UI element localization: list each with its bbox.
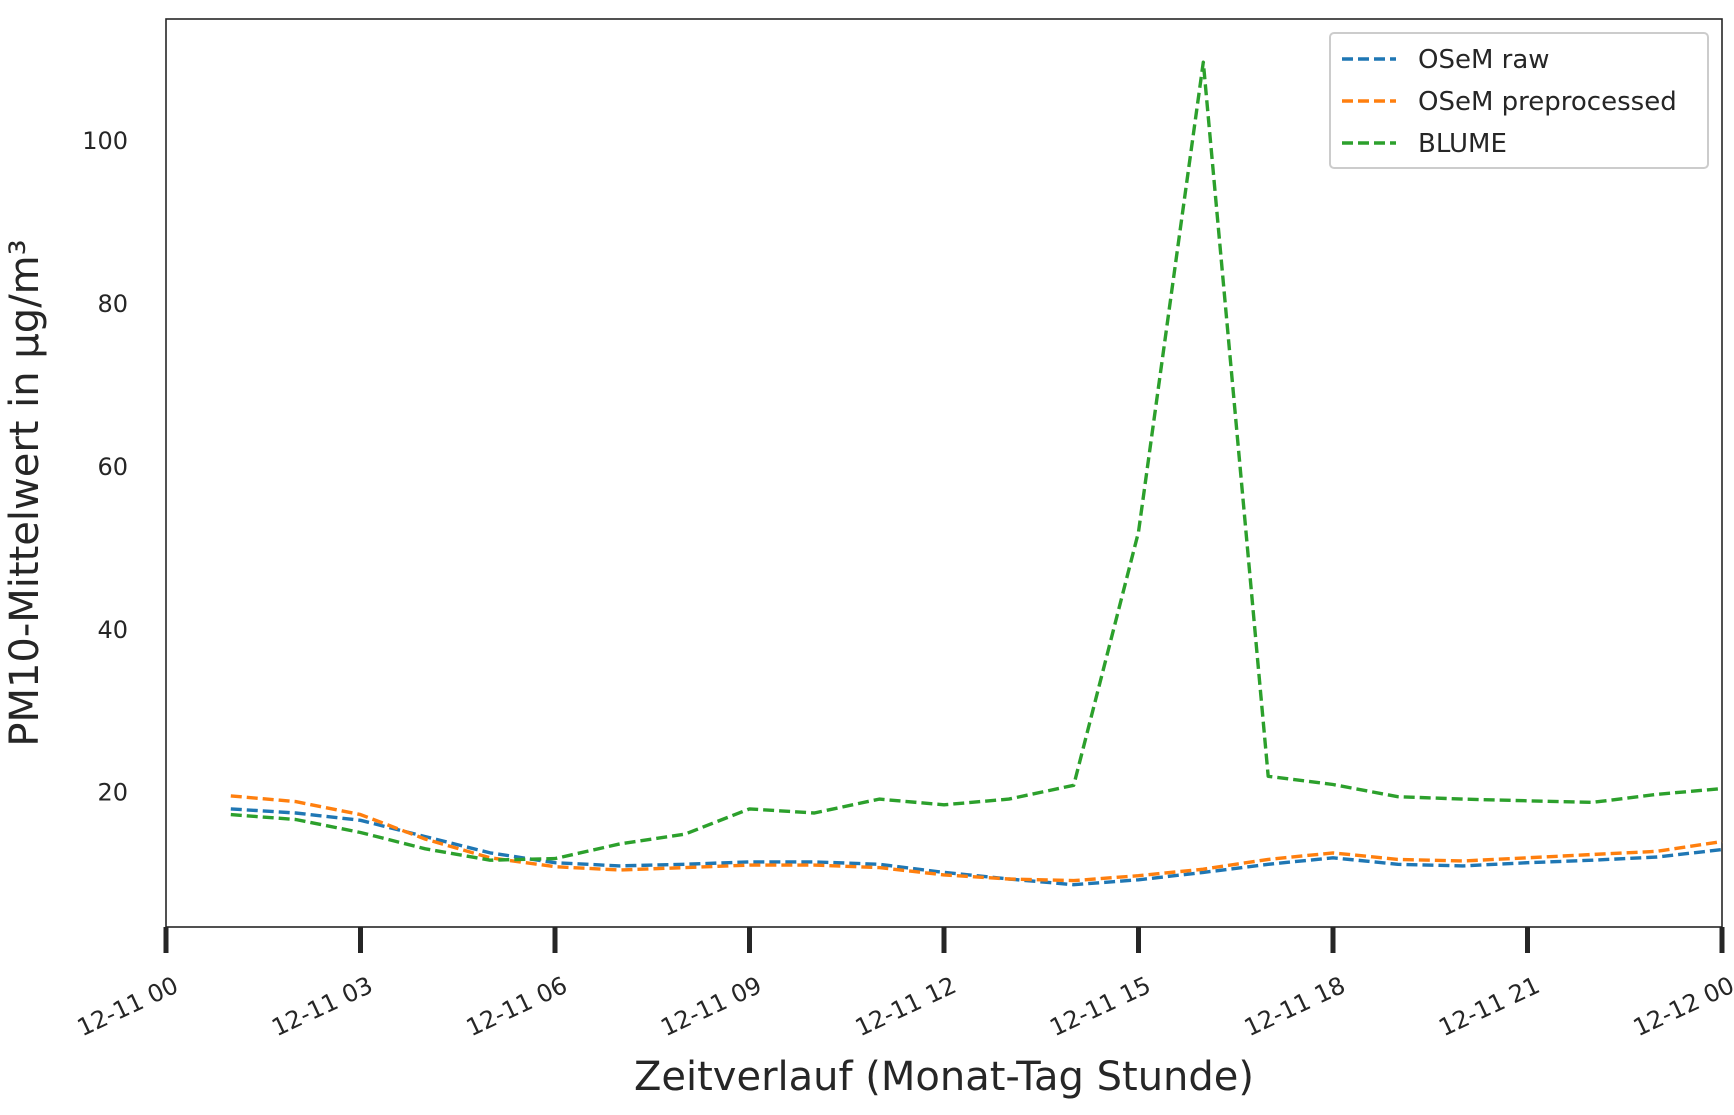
y-tick-label: 60 [97,453,128,481]
x-tick-label: 12-11 15 [1045,971,1155,1042]
y-axis-title: PM10-Mittelwert in µg/m³ [2,239,48,746]
x-axis-title: Zeitverlauf (Monat-Tag Stunde) [634,1054,1254,1100]
y-tick-label: 40 [97,616,128,644]
y-tick-label: 20 [97,779,128,807]
y-tick-label: 100 [82,127,128,155]
y-tick-label: 80 [97,290,128,318]
series-line-0 [230,807,1723,887]
x-tick-label: 12-11 21 [1434,971,1544,1042]
y-axis: 20 40 60 80 100 [82,127,128,806]
x-tick-label: 12-11 12 [851,971,961,1042]
series-layer [230,60,1723,887]
x-tick-label: 12-12 00 [1629,971,1734,1042]
legend-label: OSeM raw [1418,45,1550,75]
legend-box [1329,32,1709,169]
x-axis: 12-11 00 12-11 03 12-11 06 12-11 09 12-11 12… [73,927,1734,1042]
legend-label: BLUME [1418,129,1507,159]
x-tick-label: 12-11 03 [267,971,377,1042]
legend: OSeM raw OSeM preprocessed BLUME [1329,32,1709,169]
series-line-2 [230,60,1723,862]
series-line-1 [230,794,1723,883]
x-tick-label: 12-11 06 [462,971,572,1042]
legend-label: OSeM preprocessed [1418,87,1677,117]
x-tick-label: 12-11 09 [656,971,766,1042]
x-tick-label: 12-11 00 [73,971,183,1042]
x-tick-label: 12-11 18 [1240,971,1350,1042]
